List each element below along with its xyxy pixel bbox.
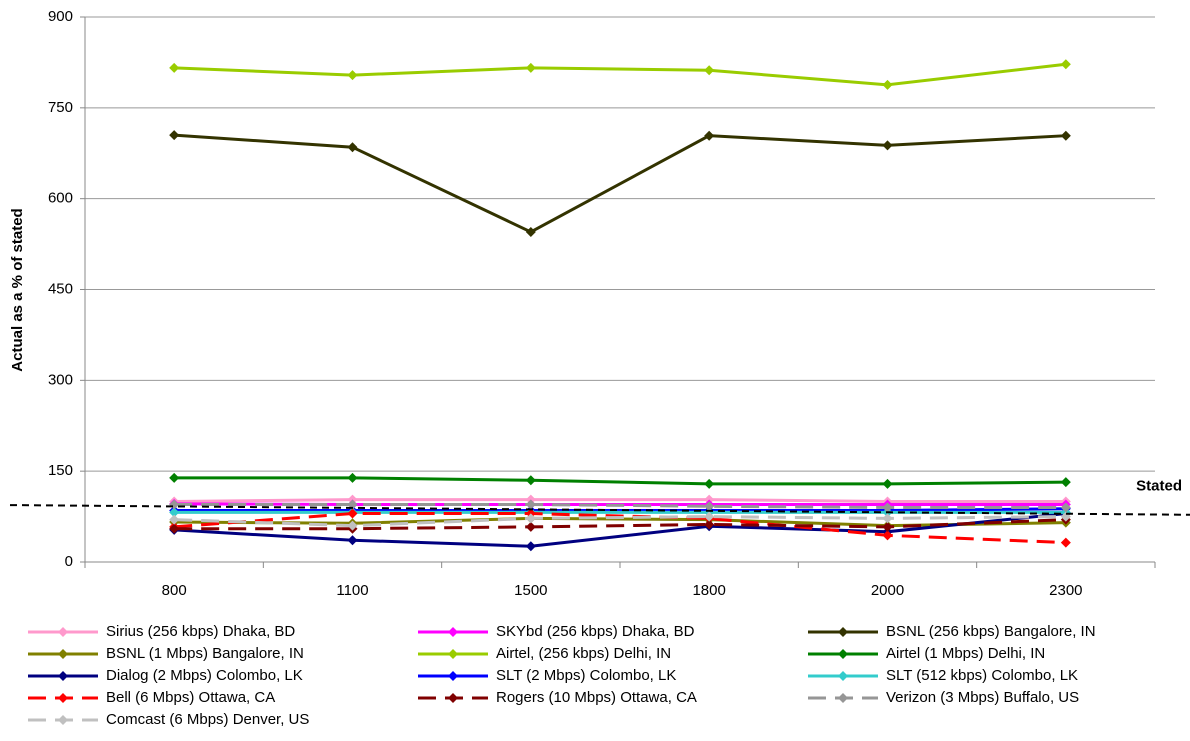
legend-label: Airtel (1 Mbps) Delhi, IN	[886, 645, 1045, 662]
legend-marker	[838, 671, 848, 681]
series-line	[174, 502, 1066, 509]
legend-label: Dialog (2 Mbps) Colombo, LK	[106, 667, 303, 684]
legend-marker	[838, 627, 848, 637]
point	[525, 499, 536, 510]
point	[347, 472, 358, 483]
legend-marker	[448, 671, 458, 681]
x-tick-label: 2000	[871, 582, 904, 599]
legend-label: Verizon (3 Mbps) Buffalo, US	[886, 689, 1079, 706]
point	[704, 65, 715, 76]
point	[704, 478, 715, 489]
point	[1060, 537, 1071, 548]
y-axis-label: Actual as a % of stated	[9, 208, 26, 371]
legend-marker	[58, 693, 68, 703]
point	[882, 530, 893, 541]
legend-marker	[58, 627, 68, 637]
x-tick-label: 1800	[692, 582, 725, 599]
series-line	[174, 518, 1066, 531]
point	[882, 79, 893, 90]
point	[1060, 502, 1071, 513]
point	[347, 142, 358, 153]
x-tick-label: 1100	[336, 582, 368, 599]
reference-line	[9, 504, 1190, 516]
point	[525, 475, 536, 486]
point	[169, 472, 180, 483]
legend-marker	[58, 715, 68, 725]
legend-label: SLT (512 kbps) Colombo, LK	[886, 667, 1078, 684]
series-line	[174, 507, 1066, 513]
y-tick-label: 600	[48, 190, 73, 207]
series-line	[174, 62, 1067, 87]
series	[169, 499, 1071, 513]
point	[704, 519, 715, 530]
legend-label: BSNL (256 kbps) Bangalore, IN	[886, 623, 1096, 640]
point	[704, 501, 715, 512]
series-line	[174, 512, 1066, 548]
point	[525, 541, 536, 552]
series	[169, 472, 1071, 489]
y-tick-label: 0	[65, 553, 73, 570]
point	[882, 140, 893, 151]
x-tick-label: 1500	[514, 582, 547, 599]
y-tick-label: 150	[48, 462, 73, 479]
point	[169, 507, 180, 518]
legend-marker	[838, 649, 848, 659]
y-tick-label: 750	[48, 99, 73, 116]
point	[882, 513, 893, 524]
legend-label: Sirius (256 kbps) Dhaka, BD	[106, 623, 295, 640]
series-line	[174, 498, 1066, 503]
series-line	[174, 133, 1066, 234]
legend-label: SLT (2 Mbps) Colombo, LK	[496, 667, 676, 684]
point	[882, 502, 893, 513]
x-tick-label: 800	[162, 582, 187, 599]
reference-label: Stated	[1136, 478, 1182, 495]
series-line	[174, 512, 1066, 545]
point	[1060, 130, 1071, 141]
point	[704, 511, 715, 522]
y-tick-label: 900	[48, 8, 73, 25]
legend-marker	[448, 693, 458, 703]
legend-marker	[58, 671, 68, 681]
point	[1060, 511, 1071, 522]
legend-marker	[838, 693, 848, 703]
point	[169, 62, 180, 73]
point	[525, 513, 536, 524]
legend-label: Rogers (10 Mbps) Ottawa, CA	[496, 689, 697, 706]
point	[347, 535, 358, 546]
point	[169, 130, 180, 141]
legend-label: Comcast (6 Mbps) Denver, US	[106, 711, 309, 728]
y-tick-label: 300	[48, 371, 73, 388]
x-tick-label: 2300	[1049, 582, 1082, 599]
series-line	[174, 476, 1066, 486]
point	[169, 523, 180, 534]
point	[882, 521, 893, 532]
point	[704, 130, 715, 141]
legend-label: SKYbd (256 kbps) Dhaka, BD	[496, 623, 695, 640]
point	[347, 520, 358, 531]
legend-label: Airtel, (256 kbps) Delhi, IN	[496, 645, 671, 662]
legend-marker	[448, 627, 458, 637]
series-line	[174, 515, 1066, 528]
point	[525, 62, 536, 73]
legend-label: Bell (6 Mbps) Ottawa, CA	[106, 689, 275, 706]
series	[169, 511, 1071, 531]
series	[169, 130, 1071, 237]
point	[882, 478, 893, 489]
legend-marker	[58, 649, 68, 659]
point	[1060, 477, 1071, 488]
series	[169, 59, 1071, 90]
y-tick-label: 450	[48, 280, 73, 297]
legend-marker	[448, 649, 458, 659]
point	[1060, 59, 1071, 70]
legend-label: BSNL (1 Mbps) Bangalore, IN	[106, 645, 304, 662]
point	[347, 508, 358, 519]
point	[169, 514, 180, 525]
point	[525, 226, 536, 237]
point	[525, 521, 536, 532]
point	[347, 70, 358, 81]
